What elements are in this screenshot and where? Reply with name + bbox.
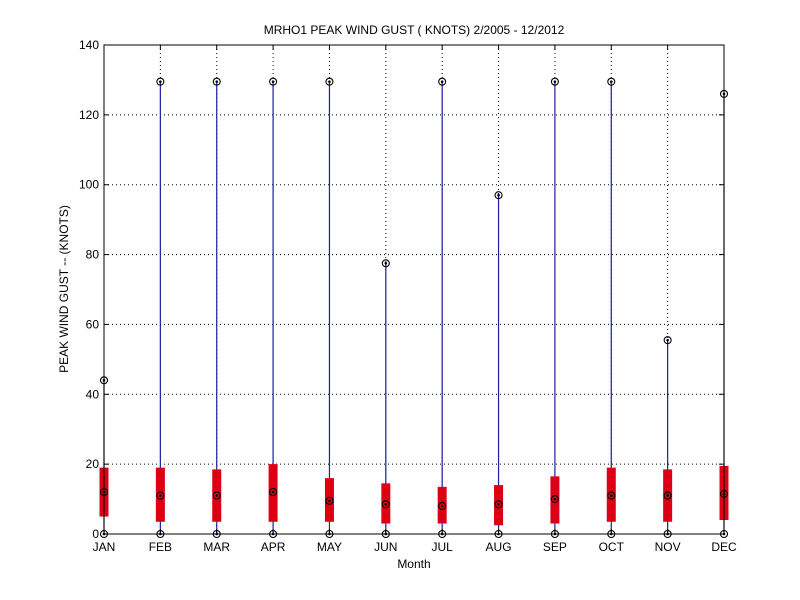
x-tick-label: MAR [203,540,230,554]
x-tick-label: FEB [149,540,172,554]
max-marker [381,259,390,268]
median-marker [156,491,165,500]
chart-title: MRHO1 PEAK WIND GUST ( KNOTS) 2/2005 - 1… [264,23,565,37]
max-marker-dot [159,80,162,83]
y-tick-label: 140 [79,38,99,52]
median-marker [325,496,334,505]
median-marker-dot [497,503,500,506]
axis-ticks: 0 20 40 60 80 100 120 140 JAN FEB MAR APR MAY JUN JUL A… [79,38,737,554]
y-tick-label: 60 [86,317,100,331]
median-marker [381,500,390,509]
max-marker-dot [384,262,388,265]
max-marker [494,191,503,200]
median-marker-dot [440,504,444,508]
median-marker-dot [215,494,219,497]
max-marker-dot [609,80,613,83]
median-marker [494,500,503,509]
max-marker [156,77,165,86]
median-marker-dot [384,503,388,506]
y-tick-label: 120 [79,108,99,122]
max-marker-dot [553,80,557,83]
median-marker [663,491,672,500]
median-marker-dot [328,499,331,503]
median-marker-dot [159,494,162,497]
median-marker [607,491,616,500]
y-tick-label: 80 [86,248,100,262]
median-marker [212,491,221,500]
x-tick-label: APR [261,540,286,554]
max-marker [438,77,447,86]
x-tick-label: OCT [599,540,625,554]
x-tick-label: JAN [93,540,116,554]
max-marker [663,336,672,345]
x-tick-label: JUL [432,540,454,554]
max-marker-dot [215,80,219,83]
max-marker-dot [271,80,275,83]
y-tick-label: 0 [92,527,99,541]
max-marker-dot [328,80,331,83]
max-marker-dot [497,193,500,197]
median-marker-dot [609,494,613,497]
max-marker [212,77,221,86]
y-tick-label: 20 [86,457,100,471]
x-tick-label: SEP [543,540,567,554]
median-marker [550,495,559,504]
x-tick-label: MAY [317,540,342,554]
x-axis-title: Month [397,557,430,571]
max-marker-dot [440,80,444,83]
max-marker [607,77,616,86]
box-sep [550,77,560,539]
median-marker-dot [666,494,669,497]
median-marker [269,488,278,497]
x-tick-label: DEC [711,540,737,554]
median-marker-dot [553,497,557,501]
x-tick-label: JUN [374,540,397,554]
max-marker [550,77,559,86]
plot-frame [103,44,725,535]
max-marker [269,77,278,86]
plot-area [104,45,724,534]
median-marker [438,502,447,511]
median-marker-dot [271,490,275,494]
y-tick-label: 100 [79,178,99,192]
max-marker [325,77,334,86]
box-may [324,77,334,539]
y-axis-title: PEAK WIND GUST -- (KNOTS) [57,205,71,373]
max-marker-dot [666,338,669,342]
x-tick-label: AUG [486,540,512,554]
x-tick-label: NOV [655,540,681,554]
y-tick-label: 40 [86,387,100,401]
